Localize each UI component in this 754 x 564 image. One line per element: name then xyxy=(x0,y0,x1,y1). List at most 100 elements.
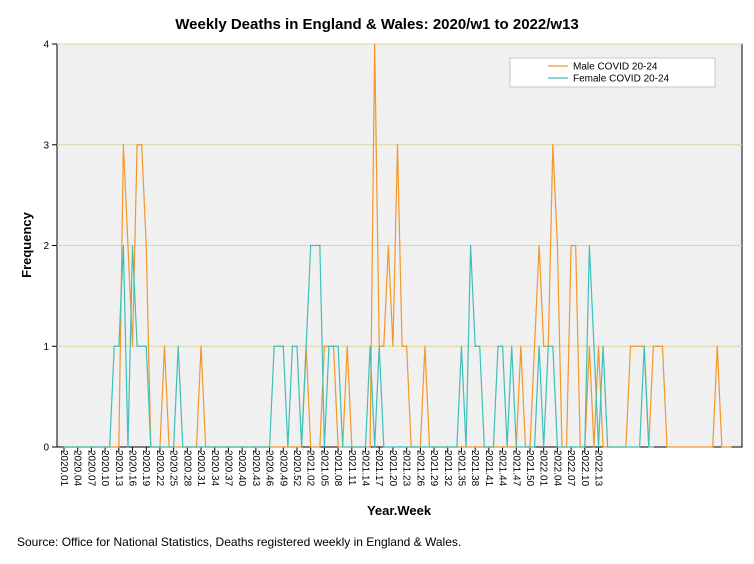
data-point xyxy=(86,446,88,448)
y-tick-label: 3 xyxy=(43,140,49,151)
data-point xyxy=(118,446,120,448)
data-point xyxy=(702,446,705,448)
data-point xyxy=(629,446,632,448)
data-point xyxy=(374,446,376,448)
data-point xyxy=(597,446,600,448)
data-point xyxy=(259,446,262,448)
data-point xyxy=(72,446,74,448)
data-point xyxy=(195,446,198,448)
data-point xyxy=(575,244,577,247)
data-point xyxy=(282,345,284,347)
data-point xyxy=(689,446,691,448)
data-point xyxy=(552,345,554,347)
data-point xyxy=(127,244,129,247)
x-tick-label: 2021.14 xyxy=(360,450,371,487)
data-point xyxy=(584,446,586,448)
data-point xyxy=(716,345,718,347)
x-tick-label: 2022.10 xyxy=(579,450,590,487)
data-point xyxy=(533,446,536,448)
data-point xyxy=(319,244,321,247)
data-point xyxy=(501,446,504,448)
x-tick-label: 2020.01 xyxy=(58,450,69,487)
data-point xyxy=(415,446,417,448)
data-point xyxy=(81,446,83,448)
data-point xyxy=(460,345,463,347)
data-point xyxy=(570,244,572,247)
x-tick-label: 2020.13 xyxy=(113,450,124,487)
data-point xyxy=(163,345,166,347)
x-tick-label: 2022.01 xyxy=(538,450,549,487)
data-point xyxy=(310,446,312,448)
data-point xyxy=(264,446,266,448)
data-point xyxy=(136,144,138,146)
data-point xyxy=(648,446,650,448)
data-point xyxy=(556,446,559,448)
data-point xyxy=(511,446,513,448)
x-tick-label: 2020.10 xyxy=(99,450,110,487)
data-point xyxy=(163,446,166,448)
data-point xyxy=(721,446,723,448)
data-point xyxy=(707,446,709,448)
data-point xyxy=(378,345,380,347)
data-point xyxy=(387,446,389,448)
x-tick-label: 2022.04 xyxy=(551,450,562,487)
x-tick-label: 2021.26 xyxy=(414,450,425,487)
data-point xyxy=(447,446,449,448)
data-point xyxy=(593,446,595,448)
data-point xyxy=(113,446,115,448)
data-point xyxy=(369,345,371,347)
data-point xyxy=(661,345,664,347)
data-point xyxy=(652,446,654,448)
x-tick-label: 2021.23 xyxy=(401,450,412,487)
data-point xyxy=(131,345,134,347)
x-tick-label: 2021.08 xyxy=(332,450,343,487)
y-tick-label: 4 xyxy=(43,40,49,51)
data-point xyxy=(209,446,211,448)
data-point xyxy=(300,446,303,448)
data-point xyxy=(232,446,234,448)
data-point xyxy=(364,446,367,448)
chart-title: Weekly Deaths in England & Wales: 2020/w… xyxy=(175,16,579,33)
legend-label-female: Female COVID 20-24 xyxy=(573,74,670,85)
data-point xyxy=(250,446,252,448)
data-point xyxy=(392,345,394,347)
data-point xyxy=(465,446,467,448)
data-point xyxy=(145,244,147,247)
data-point xyxy=(406,446,408,448)
x-tick-label: 2020.04 xyxy=(72,450,83,487)
data-point xyxy=(168,446,170,448)
data-point xyxy=(579,446,581,448)
data-point xyxy=(529,446,531,448)
data-point xyxy=(543,446,545,448)
x-tick-label: 2022.07 xyxy=(565,450,576,487)
data-point xyxy=(424,345,426,347)
y-tick-label: 2 xyxy=(43,241,49,252)
data-point xyxy=(127,446,129,448)
x-tick-label: 2021.35 xyxy=(455,450,466,487)
data-point xyxy=(346,446,348,448)
x-tick-label: 2020.19 xyxy=(140,450,151,487)
data-point xyxy=(565,446,568,448)
data-point xyxy=(67,446,70,448)
data-point xyxy=(177,345,179,347)
data-point xyxy=(118,345,120,347)
data-point xyxy=(492,446,495,448)
data-point xyxy=(218,446,220,448)
data-point xyxy=(725,446,728,448)
data-point xyxy=(314,244,316,247)
data-point xyxy=(337,345,339,347)
data-point xyxy=(556,244,559,247)
x-tick-label: 2021.50 xyxy=(524,450,535,487)
data-point xyxy=(693,446,696,448)
data-point xyxy=(470,446,472,448)
data-point xyxy=(470,244,472,247)
data-point xyxy=(273,446,275,448)
data-point xyxy=(460,446,463,448)
x-tick-label: 2021.17 xyxy=(373,450,384,487)
data-point xyxy=(680,446,682,448)
x-tick-label: 2020.46 xyxy=(264,450,275,487)
data-point xyxy=(310,244,312,247)
data-point xyxy=(90,446,93,448)
data-point xyxy=(291,345,294,347)
data-point xyxy=(396,446,399,448)
